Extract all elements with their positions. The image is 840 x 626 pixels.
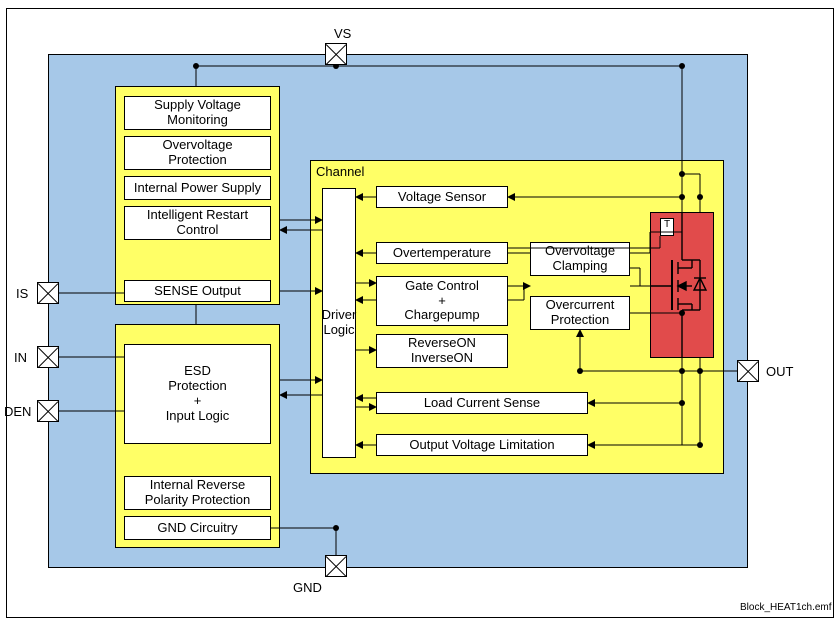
block-overcurrent-protection: OvercurrentProtection — [530, 296, 630, 330]
wire-node — [679, 400, 685, 406]
block-reverseon-inverseon: ReverseONInverseON — [376, 334, 508, 368]
wire-node — [193, 63, 199, 69]
block-driver-logic: DriverLogic — [322, 188, 356, 458]
pin-label-in: IN — [14, 350, 27, 365]
block-intelligent-restart-control: Intelligent RestartControl — [124, 206, 271, 240]
block-overtemperature: Overtemperature — [376, 242, 508, 264]
pin-label-den: DEN — [4, 404, 31, 419]
wire-node — [679, 194, 685, 200]
pin-is — [37, 282, 59, 304]
wire-node — [333, 525, 339, 531]
image-caption: Block_HEAT1ch.emf — [740, 602, 832, 613]
pin-label-gnd: GND — [293, 580, 322, 595]
temperature-sensor-icon: T — [660, 218, 674, 236]
wire-node — [577, 368, 583, 374]
pin-label-vs: VS — [334, 26, 351, 41]
pin-label-is: IS — [16, 286, 28, 301]
block-internal-power-supply: Internal Power Supply — [124, 176, 271, 200]
block-sense-output: SENSE Output — [124, 280, 271, 302]
pin-gnd — [325, 555, 347, 577]
wire-node — [697, 194, 703, 200]
wire-node — [697, 368, 703, 374]
pin-out — [737, 360, 759, 382]
pin-in — [37, 346, 59, 368]
block-overvoltage-protection: OvervoltageProtection — [124, 136, 271, 170]
block-gate-control-chargepump: Gate Control+Chargepump — [376, 276, 508, 326]
channel-title: Channel — [316, 164, 364, 179]
wire-node — [697, 442, 703, 448]
wire-node — [679, 310, 685, 316]
block-output-voltage-limitation: Output Voltage Limitation — [376, 434, 588, 456]
block-voltage-sensor: Voltage Sensor — [376, 186, 508, 208]
pin-label-out: OUT — [766, 364, 793, 379]
wire-node — [679, 368, 685, 374]
block-esd-input-logic: ESDProtection+Input Logic — [124, 344, 271, 444]
wire-node — [679, 171, 685, 177]
block-load-current-sense: Load Current Sense — [376, 392, 588, 414]
block-gnd-circuitry: GND Circuitry — [124, 516, 271, 540]
wire-node — [679, 63, 685, 69]
pin-vs — [325, 43, 347, 65]
block-internal-reverse-polarity: Internal ReversePolarity Protection — [124, 476, 271, 510]
pin-den — [37, 400, 59, 422]
block-supply-voltage-monitoring: Supply VoltageMonitoring — [124, 96, 271, 130]
block-overvoltage-clamping: OvervoltageClamping — [530, 242, 630, 276]
